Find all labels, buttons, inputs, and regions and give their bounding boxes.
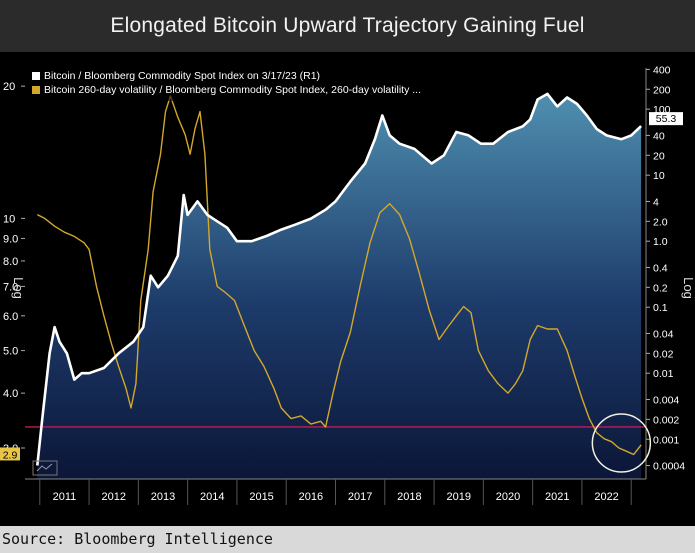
x-tick-label: 2012 bbox=[101, 491, 125, 503]
right-tick-label: 20 bbox=[653, 150, 665, 162]
left-tick-label: 9.0 bbox=[3, 233, 18, 245]
right-tick-label: 0.01 bbox=[653, 368, 674, 380]
right-tick-label: 0.001 bbox=[653, 434, 679, 446]
left-axis-title: Log bbox=[11, 277, 26, 299]
left-tick-label: 6.0 bbox=[3, 311, 18, 323]
legend-entry: Bitcoin / Bloomberg Commodity Spot Index… bbox=[44, 70, 320, 82]
right-tick-label: 0.004 bbox=[653, 395, 679, 407]
x-tick-label: 2013 bbox=[151, 491, 175, 503]
right-tick-label: 0.1 bbox=[653, 302, 668, 314]
legend-entry: Bitcoin 260-day volatility / Bloomberg C… bbox=[44, 84, 421, 96]
bitcoin-ratio-line bbox=[36, 92, 642, 466]
right-tick-label: 0.04 bbox=[653, 328, 674, 340]
chart-title: Elongated Bitcoin Upward Trajectory Gain… bbox=[110, 14, 585, 37]
volatility-last-value-tag bbox=[0, 447, 20, 461]
right-tick-label: 400 bbox=[653, 64, 671, 76]
chart: 2011 2012 2013 2014 2015 2016 2017 2018 2019 2020… bbox=[0, 52, 695, 526]
x-tick-label: 2021 bbox=[545, 491, 569, 503]
chart-options-button[interactable] bbox=[32, 460, 58, 476]
x-tick-label: 2015 bbox=[249, 491, 273, 503]
left-tick-label: 7.0 bbox=[3, 281, 18, 293]
volatility-last-value: 2.9 bbox=[3, 449, 18, 461]
bitcoin-last-value: 55.3 bbox=[656, 113, 677, 125]
legend-swatch bbox=[32, 86, 40, 94]
bitcoin-last-value-tag bbox=[649, 112, 683, 126]
left-tick-label: 5.0 bbox=[3, 346, 18, 358]
chart-header: Elongated Bitcoin Upward Trajectory Gain… bbox=[0, 0, 695, 52]
right-tick-label: 2.0 bbox=[653, 216, 668, 228]
right-tick-label: 40 bbox=[653, 130, 665, 142]
bitcoin-area bbox=[37, 93, 642, 480]
volatility-ratio-line bbox=[36, 95, 642, 456]
source-note: Source: Bloomberg Intelligence bbox=[0, 526, 695, 553]
x-tick-label: 2018 bbox=[397, 491, 421, 503]
chart-options-icon[interactable] bbox=[36, 463, 53, 472]
right-tick-label: 200 bbox=[653, 84, 671, 96]
annotation-circle bbox=[591, 413, 652, 473]
x-tick-label: 2020 bbox=[496, 491, 520, 503]
right-tick-label: 4 bbox=[653, 196, 659, 208]
x-tick-label: 2016 bbox=[299, 491, 323, 503]
right-tick-label: 10 bbox=[653, 170, 665, 182]
x-tick-label: 2019 bbox=[446, 491, 470, 503]
right-tick-label: 0.4 bbox=[653, 262, 668, 274]
left-tick-label: 20 bbox=[3, 81, 15, 93]
x-tick-label: 2011 bbox=[53, 491, 77, 503]
right-axis-title: Log bbox=[681, 277, 695, 299]
left-tick-label: 8.0 bbox=[3, 256, 18, 268]
right-tick-label: 0.2 bbox=[653, 282, 668, 294]
x-tick-label: 2014 bbox=[200, 491, 224, 503]
chart-options-frame[interactable] bbox=[32, 460, 58, 476]
legend-swatch bbox=[32, 72, 40, 80]
right-tick-label: 0.002 bbox=[653, 414, 679, 426]
x-tick-label: 2017 bbox=[348, 491, 372, 503]
left-tick-label: 4.0 bbox=[3, 388, 18, 400]
left-tick-label: 10 bbox=[3, 213, 15, 225]
legend-box bbox=[26, 69, 516, 101]
right-tick-label: 0.02 bbox=[653, 348, 674, 360]
right-tick-label: 0.0004 bbox=[653, 461, 685, 473]
x-tick-label: 2022 bbox=[594, 491, 618, 503]
right-tick-label: 1.0 bbox=[653, 236, 668, 248]
